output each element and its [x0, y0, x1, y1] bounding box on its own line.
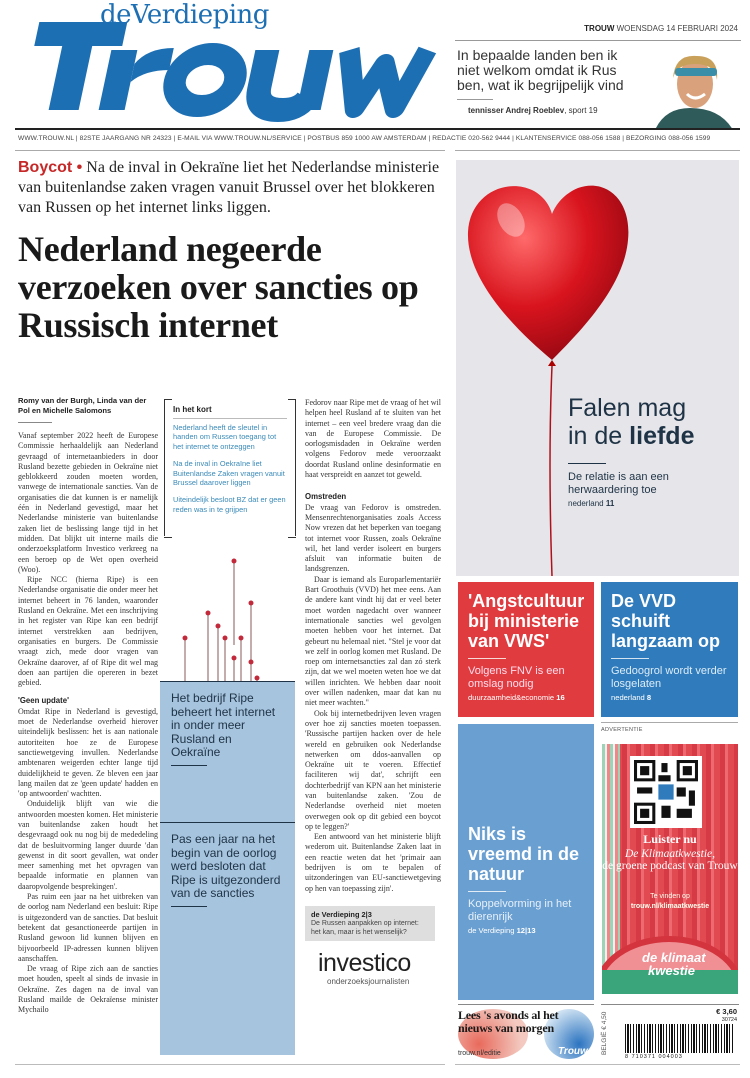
tile-page-ref: duurzaamheid&economie 16 — [468, 693, 565, 702]
hero-page-ref: nederland 11 — [568, 499, 615, 508]
investico-tagline: onderzoeksjournalisten — [327, 976, 410, 986]
ad-text: De Klimaatkwestie, de groene podcast van … — [602, 848, 738, 872]
divider — [455, 1064, 740, 1065]
paragraph: Pas ruim een jaar na het uitbreken van d… — [18, 892, 158, 963]
hero-feature[interactable] — [456, 160, 739, 577]
divider — [455, 150, 740, 151]
trouw-mini-logo: Trouw — [558, 1046, 588, 1057]
masthead-quote[interactable]: In bepaalde landen ben ik niet welkom om… — [457, 47, 624, 93]
tile-subtitle: Gedoogrol wordt verder losgelaten — [611, 665, 727, 690]
verdieping-reference[interactable]: de Verdieping 2|3 De Russen aanpakken op … — [305, 905, 435, 941]
paragraph: Een antwoord van het ministerie blijft w… — [305, 832, 441, 893]
paragraph: Onduidelijk blijft van wie die antwoorde… — [18, 799, 158, 891]
divider — [601, 722, 738, 723]
lead-kicker: Boycot • Na de inval in Oekraïne liet he… — [18, 159, 440, 216]
paragraph: Omdat Ripe in Nederland is gevestigd, mo… — [18, 706, 158, 799]
tile-page-ref: de Verdieping 12|13 — [468, 926, 536, 935]
edition-date: TROUW WOENSDAG 14 FEBRUARI 2024 — [584, 24, 738, 33]
tile-title: De VVD schuift langzaam op — [611, 591, 721, 651]
tile-title: 'Angstcultuur bij ministerie van VWS' — [468, 591, 585, 651]
article-column-1: Romy van der Burgh, Linda van der Pol en… — [18, 396, 158, 1016]
advertisement-label: ADVERTENTIE — [601, 727, 643, 733]
paragraph: De vraag of Ripe zich aan de sancties mo… — [18, 964, 158, 1015]
promo-text: Lees 's avonds al het nieuws van morgen — [458, 1008, 559, 1035]
paragraph: Ook bij internetbedrijven leven vragen o… — [305, 708, 441, 831]
investico-logo: investico — [318, 948, 411, 977]
paragraph: Fedorov naar Ripe met de vraag of het wi… — [305, 398, 441, 480]
graphic-caption-1: Het bedrijf Ripe beheert het internet in… — [160, 681, 295, 822]
issue-code: 30724 — [721, 1017, 737, 1023]
tile-title: Niks is vreemd in de natuur — [468, 824, 580, 884]
trouw-logo[interactable] — [0, 0, 440, 125]
masthead-rule — [15, 128, 740, 130]
byline: Romy van der Burgh, Linda van der Pol en… — [18, 396, 158, 423]
barcode — [625, 1024, 735, 1053]
tennis-player-photo — [645, 50, 740, 130]
tile-subtitle: Koppelvorming in het dierenrijk — [468, 898, 572, 923]
ad-url: Te vinden op trouw.nl/klimaatkwestie — [630, 893, 710, 910]
divider — [568, 463, 606, 464]
heart-balloon-image — [467, 185, 629, 577]
article-column-3: Fedorov naar Ripe met de vraag of het wi… — [305, 398, 441, 987]
ad-headline: Luister nu — [643, 832, 697, 846]
graphic-caption-2: Pas een jaar na het begin van de oorlog … — [160, 822, 295, 1055]
de-verdieping-logo: deVerdieping — [100, 0, 269, 30]
klimaatkwestie-logo: de klimaat kwestie — [642, 950, 706, 978]
divider — [457, 99, 493, 100]
subheading: Omstreden — [305, 492, 347, 502]
in-het-kort-box: In het kort Nederland heeft de sleutel i… — [164, 399, 296, 538]
podcast-advertisement[interactable]: Luister nu De Klimaatkwestie, de groene p… — [602, 744, 738, 994]
lead-header: Boycot • Na de inval in Oekraïne liet he… — [18, 158, 446, 344]
hero-subtitle: De relatie is aan een herwaardering toe — [568, 471, 669, 496]
paragraph: De vraag van Fedorov is omstreden. Mense… — [305, 502, 441, 574]
divider — [15, 150, 445, 151]
divider — [455, 40, 741, 41]
masthead-info-line: WWW.TROUW.NL | 82STE JAARGANG NR 24323 |… — [18, 135, 711, 142]
hero-title[interactable]: Falen mag in de liefde — [568, 394, 695, 450]
paragraph: Daar is iemand als Europarlementariër Ba… — [305, 574, 441, 708]
tile-page-ref: nederland 8 — [611, 693, 652, 702]
quote-attribution: tennisser Andrej Roeblev, sport 19 — [468, 106, 598, 115]
pins-illustration — [182, 558, 260, 682]
qr-code[interactable] — [630, 756, 702, 828]
divider — [15, 1064, 445, 1065]
barcode-number: 8 710371 004003 — [625, 1054, 683, 1060]
belgium-price: BELGIË € 4,50 — [601, 1011, 608, 1055]
price: € 3,60 — [716, 1007, 737, 1016]
box-title: In het kort — [173, 405, 287, 419]
tile-natuur[interactable]: Niks is vreemd in de natuur Koppelvormin… — [458, 724, 594, 1000]
tile-vvd[interactable]: De VVD schuift langzaam op Gedoogrol wor… — [601, 582, 738, 717]
paragraph: Vanaf september 2022 heeft de Europese C… — [18, 431, 158, 574]
tile-angstcultuur[interactable]: 'Angstcultuur bij ministerie van VWS' Vo… — [458, 582, 594, 717]
promo-url[interactable]: trouw.nl/editie — [458, 1050, 501, 1057]
summary-item: Uiteindelijk besloot BZ dat er geen rede… — [173, 495, 286, 514]
paragraph: Ripe NCC (hierna Ripe) is een Nederlands… — [18, 575, 158, 688]
barcode-block: BELGIË € 4,50 € 3,60 30724 8 710371 0040… — [601, 1004, 739, 1060]
evening-edition-promo[interactable]: Lees 's avonds al het nieuws van morgen … — [458, 1004, 594, 1062]
summary-item: Nederland heeft de sleutel in handen om … — [173, 423, 277, 451]
tile-subtitle: Volgens FNV is een omslag nodig — [468, 665, 565, 690]
summary-item: Na de inval in Oekraïne liet Buitenlands… — [173, 459, 285, 488]
subheading: 'Geen update' — [18, 696, 69, 706]
lead-headline[interactable]: Nederland negeerde verzoeken over sancti… — [18, 229, 419, 345]
